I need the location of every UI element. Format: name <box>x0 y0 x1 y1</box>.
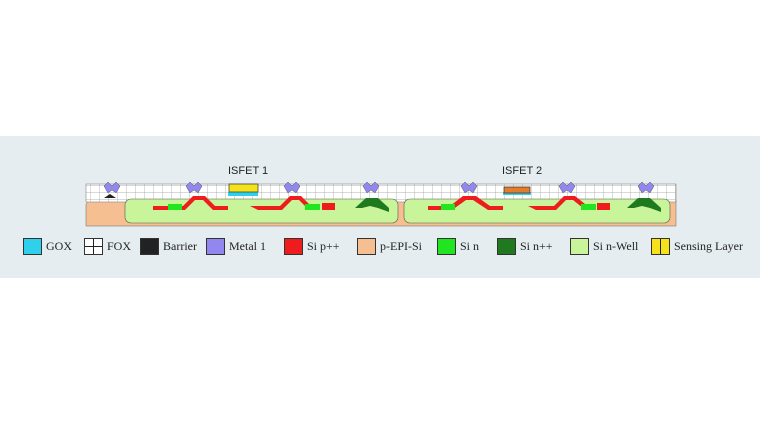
metal1-contact <box>558 181 576 194</box>
p-pp-2c <box>597 203 610 210</box>
gox-swatch <box>23 238 42 255</box>
metal1-contact <box>185 181 203 194</box>
si-npp-swatch <box>497 238 516 255</box>
sensing-layer-swatch <box>651 238 670 255</box>
metal1-contact <box>460 181 478 194</box>
legend-label: Si n++ <box>520 239 553 253</box>
nwell-2 <box>403 198 671 224</box>
si-npp-1 <box>355 198 389 212</box>
legend-label: Barrier <box>163 239 197 253</box>
si-npp-2 <box>627 198 661 212</box>
legend-label: Si n <box>460 239 480 253</box>
gox-2 <box>503 192 531 195</box>
legend-label: Si n-Well <box>593 239 639 253</box>
p-pp-trace-1b <box>250 196 318 210</box>
legend-label: Metal 1 <box>229 239 266 253</box>
si-n-1b <box>305 204 320 210</box>
barrier-swatch <box>140 238 159 255</box>
isfet1-title: ISFET 1 <box>228 165 268 177</box>
si-nwell-swatch <box>570 238 589 255</box>
si-n-swatch <box>437 238 456 255</box>
isfet2-title: ISFET 2 <box>502 165 542 177</box>
metal1-contact <box>637 181 655 194</box>
sensing-layer-1 <box>228 183 259 193</box>
metal1-contact <box>362 181 380 194</box>
legend-label: GOX <box>46 239 72 253</box>
metal1-contact <box>103 181 121 194</box>
p-pp-trace-2b <box>528 196 594 210</box>
nwell-1 <box>124 198 399 224</box>
si-p-swatch <box>284 238 303 255</box>
p-epi-swatch <box>357 238 376 255</box>
legend: GOX FOX Barrier Metal 1 Si p++ p-EPI-Si … <box>0 235 760 259</box>
p-pp-1c <box>322 203 335 210</box>
metal1-contact <box>283 181 301 194</box>
legend-label: Sensing Layer <box>674 239 743 253</box>
sensing-layer-2 <box>503 186 531 194</box>
si-n-2b <box>581 204 596 210</box>
legend-label: p-EPI-Si <box>380 239 422 253</box>
diagram-panel: ISFET 1 ISFET 2 <box>0 136 760 278</box>
si-n-2a <box>441 204 455 210</box>
metal1-contacts <box>103 181 655 194</box>
metal1-swatch <box>206 238 225 255</box>
gox-1 <box>228 192 258 196</box>
isfet-cross-section: ISFET 1 ISFET 2 <box>85 165 677 227</box>
barrier-left <box>104 194 116 198</box>
fox-swatch <box>84 238 103 255</box>
si-n-1a <box>168 204 182 210</box>
legend-label: Si p++ <box>307 239 340 253</box>
legend-label: FOX <box>107 239 132 253</box>
